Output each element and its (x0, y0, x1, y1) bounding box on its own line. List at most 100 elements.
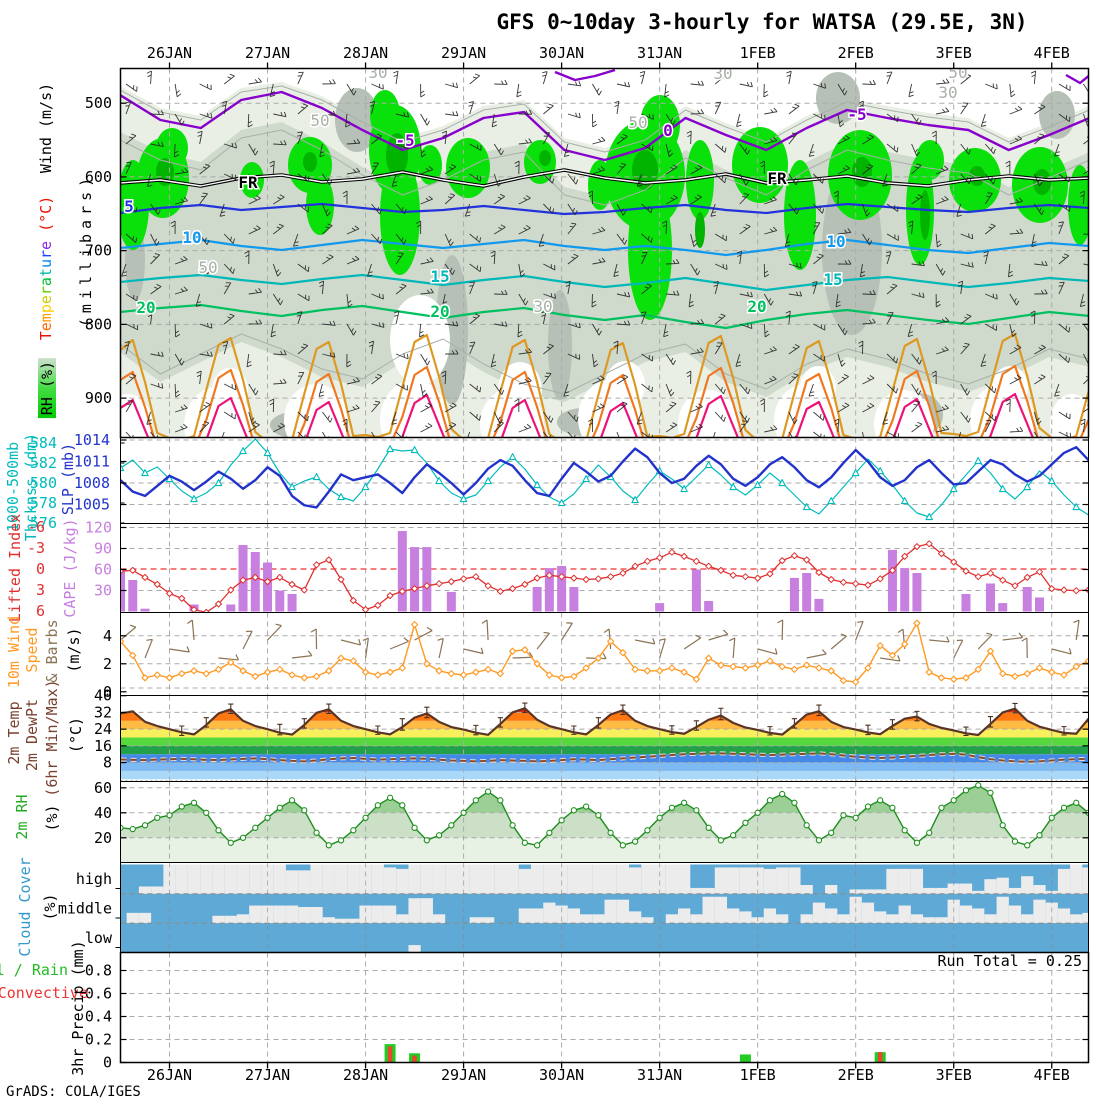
svg-text:30JAN: 30JAN (539, 44, 584, 62)
svg-text:FR: FR (767, 169, 787, 188)
svg-text:-5: -5 (847, 105, 866, 124)
svg-text:1FEB: 1FEB (740, 44, 776, 62)
svg-text:4FEB: 4FEB (1034, 1066, 1070, 1084)
svg-text:10: 10 (826, 232, 845, 251)
svg-text:30: 30 (94, 582, 112, 600)
svg-text:1008: 1008 (74, 474, 110, 492)
svg-text:500: 500 (85, 94, 112, 112)
svg-text:-5: -5 (395, 131, 414, 150)
svg-text:1011: 1011 (74, 453, 110, 471)
svg-text:24: 24 (94, 720, 112, 738)
temp2m-axis-label-2: 2m DewPt (23, 698, 41, 772)
svg-text:0: 0 (663, 121, 673, 140)
svg-text:2FEB: 2FEB (838, 1066, 874, 1084)
svg-text:40: 40 (94, 687, 112, 705)
precip-convective-legend: Convective (0, 984, 88, 1002)
millibars-axis-label: (millibars) (77, 172, 95, 328)
svg-text:27JAN: 27JAN (245, 1066, 290, 1084)
svg-text:2: 2 (103, 655, 112, 673)
svg-text:800: 800 (85, 315, 112, 333)
svg-text:31JAN: 31JAN (637, 44, 682, 62)
temp2m-axis-label-3: (6hr Min/Max) (43, 679, 61, 797)
svg-text:4: 4 (103, 627, 112, 645)
svg-text:FR: FR (238, 173, 258, 192)
svg-text:50: 50 (198, 258, 217, 277)
svg-text:26JAN: 26JAN (147, 1066, 192, 1084)
svg-text:30: 30 (533, 297, 552, 316)
svg-text:0.8: 0.8 (85, 962, 112, 980)
svg-text:15: 15 (823, 270, 842, 289)
lifted-index-axis-label: Lifted Index (6, 513, 24, 623)
svg-text:Run Total = 0.25: Run Total = 0.25 (938, 952, 1083, 970)
precip-total-legend: Total / Rain (0, 961, 68, 979)
grads-credit: GrADS: COLA/IGES (6, 1084, 141, 1100)
svg-text:576: 576 (30, 514, 57, 532)
svg-text:32: 32 (94, 703, 112, 721)
svg-text:600: 600 (85, 168, 112, 186)
svg-text:50: 50 (948, 63, 967, 82)
svg-text:580: 580 (30, 474, 57, 492)
svg-text:8: 8 (103, 754, 112, 772)
svg-text:27JAN: 27JAN (245, 44, 290, 62)
svg-text:28JAN: 28JAN (343, 1066, 388, 1084)
svg-text:582: 582 (30, 454, 57, 472)
slp-axis-label: SLP (mb) (59, 442, 77, 516)
svg-text:1014: 1014 (74, 431, 110, 449)
page-title: GFS 0~10day 3-hourly for WATSA (29.5E, 3… (496, 10, 1028, 34)
svg-text:30: 30 (713, 64, 732, 83)
svg-text:30: 30 (938, 83, 957, 102)
svg-text:3FEB: 3FEB (936, 1066, 972, 1084)
svg-text:20: 20 (136, 298, 155, 317)
svg-text:middle: middle (58, 900, 112, 918)
svg-text:20: 20 (94, 829, 112, 847)
svg-text:30: 30 (368, 63, 387, 82)
cloud-unit-label: (%) (41, 893, 59, 921)
wind10m-axis-label-2: Speed (23, 627, 41, 673)
svg-text:60: 60 (94, 779, 112, 797)
svg-text:16: 16 (94, 737, 112, 755)
rh-axis-label: RH (%) (38, 357, 56, 419)
svg-text:10: 10 (182, 228, 201, 247)
svg-text:700: 700 (85, 242, 112, 260)
svg-text:-6: -6 (27, 518, 45, 536)
cape-axis-label: CAPE (J/kg) (61, 518, 79, 618)
svg-text:29JAN: 29JAN (441, 1066, 486, 1084)
svg-text:90: 90 (94, 540, 112, 558)
svg-text:900: 900 (85, 389, 112, 407)
svg-text:0: 0 (36, 560, 45, 578)
svg-text:low: low (85, 929, 113, 947)
svg-text:0: 0 (103, 1054, 112, 1072)
svg-text:28JAN: 28JAN (343, 44, 388, 62)
svg-text:high: high (76, 870, 112, 888)
wind10m-axis-label-3: & Barbs (43, 619, 61, 683)
rh2m-axis-label: 2m RH (13, 794, 31, 840)
thickness-axis-label-2: Thcknss (dm) (22, 432, 40, 542)
temp2m-axis-label-1: 2m Temp (5, 701, 23, 765)
temperature-axis-label: Temperature (°C) (37, 195, 55, 341)
svg-text:3: 3 (36, 581, 45, 599)
svg-text:0.6: 0.6 (85, 985, 112, 1003)
svg-text:26JAN: 26JAN (147, 44, 192, 62)
svg-text:50: 50 (628, 113, 647, 132)
svg-text:0.4: 0.4 (85, 1008, 112, 1026)
precip-axis-label: 3hr Precip (mm) (69, 940, 87, 1076)
temp2m-axis-label-4: (°C) (67, 716, 85, 754)
svg-text:1FEB: 1FEB (740, 1066, 776, 1084)
svg-text:584: 584 (30, 434, 57, 452)
svg-text:20: 20 (430, 302, 449, 321)
svg-text:2FEB: 2FEB (838, 44, 874, 62)
svg-text:20: 20 (747, 297, 766, 316)
svg-text:50: 50 (310, 111, 329, 130)
cloud-axis-label: Cloud Cover (16, 857, 34, 957)
wind-axis-label: Wind (m/s) (37, 82, 55, 174)
svg-text:6: 6 (36, 602, 45, 620)
svg-text:4FEB: 4FEB (1034, 44, 1070, 62)
svg-text:15: 15 (430, 267, 449, 286)
svg-text:120: 120 (85, 519, 112, 537)
svg-text:0: 0 (103, 683, 112, 701)
svg-text:60: 60 (94, 561, 112, 579)
svg-text:3FEB: 3FEB (936, 44, 972, 62)
svg-text:29JAN: 29JAN (441, 44, 486, 62)
svg-text:31JAN: 31JAN (637, 1066, 682, 1084)
